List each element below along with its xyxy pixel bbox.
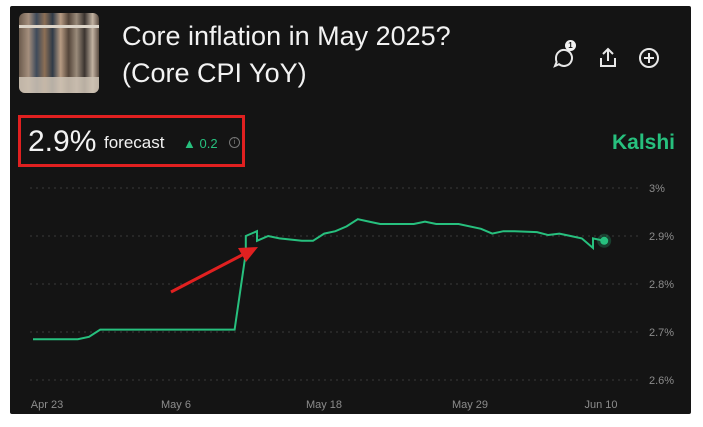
y-tick-label: 3%: [649, 183, 665, 195]
comment-icon[interactable]: 1: [552, 40, 576, 70]
y-tick-label: 2.7%: [649, 327, 674, 339]
share-icon[interactable]: [596, 46, 620, 70]
x-tick-label: Jun 10: [584, 399, 617, 411]
annotation-arrow: [170, 247, 258, 294]
y-tick-label: 2.6%: [649, 375, 674, 387]
y-tick-label: 2.8%: [649, 279, 674, 291]
add-icon[interactable]: [637, 46, 661, 70]
forecast-delta: ▲ 0.2: [183, 136, 218, 151]
current-point[interactable]: [600, 236, 609, 245]
forecast-label: forecast: [104, 133, 165, 152]
market-title: Core inflation in May 2025? (Core CPI Yo…: [122, 21, 451, 88]
x-tick-label: Apr 23: [31, 399, 63, 411]
shop-floor: [19, 77, 99, 93]
forecast-highlight-box: [18, 115, 245, 167]
x-tick-label: May 18: [306, 399, 342, 411]
market-thumbnail: [19, 13, 99, 93]
clothing-rack-rail: [19, 25, 99, 28]
grid: [30, 187, 640, 381]
y-tick-label: 2.9%: [649, 231, 674, 243]
kalshi-logo: Kalshi: [612, 131, 676, 154]
market-card: [10, 6, 691, 414]
x-axis: Apr 23 May 6 May 18 May 29 Jun 10: [31, 399, 618, 411]
comment-count-badge: 1: [565, 40, 576, 51]
series-line: [33, 218, 605, 341]
y-axis: 3% 2.9% 2.8% 2.7% 2.6%: [649, 183, 674, 387]
x-tick-label: May 29: [452, 399, 488, 411]
info-icon[interactable]: i: [229, 137, 240, 148]
x-tick-label: May 6: [161, 399, 191, 411]
price-chart: 3% 2.9% 2.8% 2.7% 2.6% Apr 23 May 6 May 18 May …: [30, 183, 674, 411]
forecast-value: 2.9%: [28, 125, 97, 158]
